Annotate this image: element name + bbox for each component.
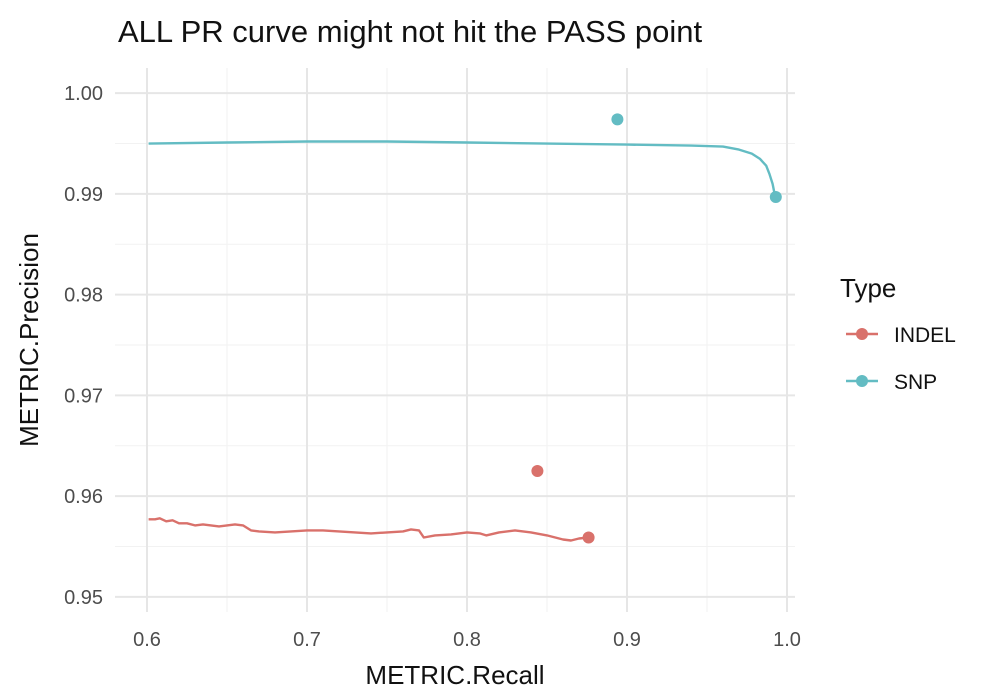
y-tick-label: 1.00 xyxy=(64,83,103,105)
legend: Type INDEL SNP xyxy=(840,273,956,394)
x-axis-ticks: 0.6 0.7 0.8 0.9 1.0 xyxy=(133,629,801,651)
indel-point xyxy=(531,464,544,477)
plot-grid xyxy=(115,68,795,612)
y-tick-label: 0.95 xyxy=(64,587,103,609)
snp-point xyxy=(611,113,624,126)
x-tick-label: 0.9 xyxy=(613,629,641,651)
legend-title: Type xyxy=(840,273,896,303)
indel-pr-curve xyxy=(148,517,589,542)
legend-label-snp: SNP xyxy=(894,371,937,394)
snp-point xyxy=(769,190,782,203)
x-tick-label: 0.8 xyxy=(453,629,481,651)
x-tick-label: 0.7 xyxy=(293,629,321,651)
y-axis-title: METRIC.Precision xyxy=(14,233,44,447)
y-axis-ticks: 0.95 0.96 0.97 0.98 0.99 1.00 xyxy=(64,83,103,609)
y-tick-label: 0.97 xyxy=(64,385,103,407)
legend-label-indel: INDEL xyxy=(894,324,956,347)
y-tick-label: 0.99 xyxy=(64,184,103,206)
x-axis-title: METRIC.Recall xyxy=(365,660,544,690)
x-tick-label: 1.0 xyxy=(773,629,801,651)
series-layer xyxy=(148,113,782,544)
legend-key-point-indel xyxy=(856,328,868,340)
y-tick-label: 0.98 xyxy=(64,285,103,307)
chart-title: ALL PR curve might not hit the PASS poin… xyxy=(118,14,703,49)
y-tick-label: 0.96 xyxy=(64,486,103,508)
x-tick-label: 0.6 xyxy=(133,629,161,651)
indel-point xyxy=(582,531,595,544)
legend-key-point-snp xyxy=(856,375,868,387)
snp-pr-curve xyxy=(148,140,777,198)
